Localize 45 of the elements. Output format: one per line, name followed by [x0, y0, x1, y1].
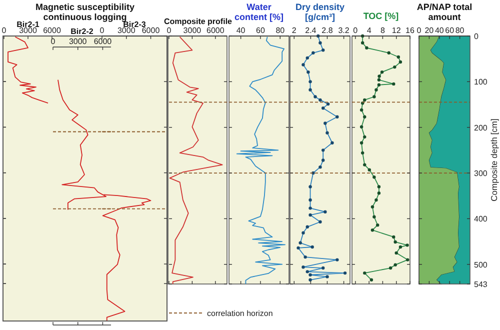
x-axis-title: Bir2-2 [70, 27, 94, 36]
x-axis-title: Bir2-3 [123, 20, 146, 29]
x-tick-label: 0 [416, 26, 422, 35]
x-tick-label: 6000 [142, 26, 160, 35]
x-tick-label: 12 [392, 26, 402, 35]
x-tick-label: 2.4 [305, 26, 317, 35]
x-tick-label: 3.2 [338, 26, 350, 35]
y-tick-label: 543 [474, 280, 488, 289]
x-tick-label: 20 [424, 26, 434, 35]
x-tick-label: 0 [166, 26, 172, 35]
x-tick-label: 80 [276, 26, 286, 35]
x-tick-label: 60 [445, 26, 455, 35]
x-tick-label: 60 [256, 26, 266, 35]
y-tick-label: 100 [474, 78, 488, 87]
x-tick-label: 0 [50, 37, 56, 46]
x-tick-label: 3000 [19, 26, 38, 35]
x-tick-label: 0 [2, 26, 7, 35]
text: Magnetic susceptibility continuous logging [35, 2, 135, 22]
x-tick-label: 4 [366, 26, 372, 35]
x-tick-label: 3000 [183, 26, 202, 35]
y-tick-label: 300 [474, 169, 488, 178]
x-axis-title: Composite profile [164, 17, 233, 26]
y-tick-label: 500 [474, 260, 488, 270]
x-tick-label: 2 [292, 26, 297, 35]
text: correlation horizon [207, 309, 273, 318]
x-tick-label: 8 [380, 26, 386, 35]
x-tick-label: 6000 [43, 26, 62, 35]
chart-title: AP/NAP total amount [416, 2, 472, 22]
x-tick-label: 6000 [206, 26, 225, 35]
x-tick-label: 3000 [68, 37, 88, 46]
x-tick-label: 16 [406, 26, 415, 35]
x-tick-label: 80 [455, 26, 465, 35]
x-tick-label: 0 [100, 26, 105, 35]
y-tick-label: 400 [474, 214, 488, 224]
x-tick-label: 40 [236, 26, 246, 35]
x-tick-label: 2.8 [322, 26, 334, 35]
y-axis-title: Composite depth [cm] [489, 118, 499, 202]
chart-title: Dry density [g/cm³] [295, 2, 345, 22]
x-tick-label: 0 [353, 26, 358, 35]
y-tick-label: 200 [474, 123, 488, 132]
x-tick-label: 40 [434, 26, 444, 35]
x-tick-label: 3000 [117, 26, 136, 35]
chart-title: TOC [%] [363, 11, 399, 21]
x-tick-label: 6000 [94, 37, 112, 46]
chart-title: Water content [%] [234, 2, 284, 22]
